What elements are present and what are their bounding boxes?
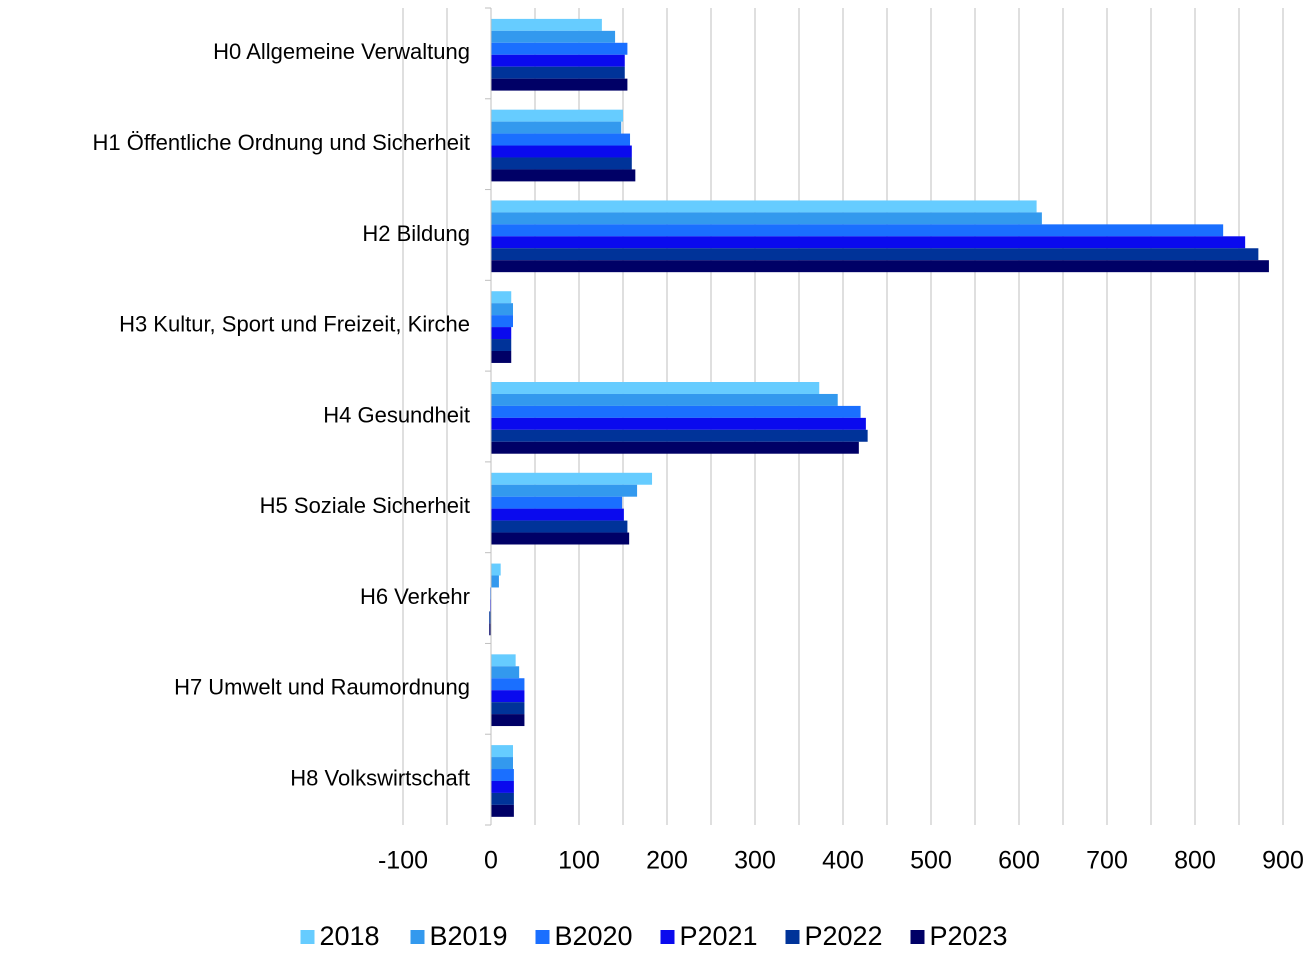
bar (491, 133, 631, 146)
legend-label: B2020 (555, 921, 633, 951)
legend-label: B2019 (430, 921, 508, 951)
bar (491, 200, 1037, 213)
bar (491, 745, 513, 758)
x-tick-label: 500 (910, 847, 952, 875)
legend-swatch (535, 930, 550, 944)
bar (491, 66, 625, 79)
category-label: H2 Bildung (362, 221, 470, 246)
x-tick-label: 200 (646, 847, 688, 875)
category-label: H4 Gesundheit (323, 402, 470, 427)
bar (491, 780, 514, 793)
legend-label: 2018 (320, 921, 380, 951)
bar (491, 508, 624, 521)
x-tick-label: 100 (558, 847, 600, 875)
bar (491, 169, 636, 182)
x-tick-label: 400 (822, 847, 864, 875)
bar (491, 757, 513, 770)
x-tick-label: 300 (734, 847, 776, 875)
bar (491, 666, 520, 679)
legend-swatch (785, 930, 800, 944)
bar (491, 145, 632, 158)
category-label: H5 Soziale Sicherheit (260, 493, 470, 518)
bar (491, 121, 622, 134)
x-tick-label: -100 (378, 847, 428, 875)
bar (491, 520, 628, 533)
bar (491, 429, 868, 442)
category-label: H6 Verkehr (360, 584, 470, 609)
bar (491, 417, 866, 430)
bar (491, 42, 628, 55)
bar (491, 315, 513, 328)
bar (491, 678, 525, 691)
bar (491, 260, 1269, 273)
legend-swatch (660, 930, 675, 944)
bar (491, 339, 512, 351)
category-label: H8 Volkswirtschaft (290, 765, 470, 790)
bar (491, 30, 616, 43)
bar (491, 224, 1224, 237)
bar (491, 18, 602, 31)
bar (491, 78, 628, 91)
x-tick-label: 600 (998, 847, 1040, 875)
bar (491, 393, 838, 406)
category-label: H7 Umwelt und Raumordnung (174, 675, 470, 700)
bar (491, 690, 525, 703)
bar (491, 702, 525, 715)
bar (491, 804, 514, 817)
bar (491, 484, 638, 497)
legend-swatch (300, 930, 315, 944)
x-tick-label: 900 (1262, 847, 1304, 875)
bar (491, 472, 653, 485)
bar (491, 654, 516, 667)
bar (491, 382, 820, 394)
legend-label: P2023 (930, 921, 1008, 951)
legend-label: P2022 (805, 921, 883, 951)
bar (491, 769, 514, 781)
x-tick-label: 800 (1174, 847, 1216, 875)
bar (491, 327, 512, 340)
legend-swatch (410, 930, 425, 944)
bar (491, 303, 513, 316)
bar (491, 714, 525, 727)
bar (491, 563, 501, 576)
x-tick-label: 0 (484, 847, 498, 875)
legend-swatch (910, 930, 925, 944)
bar (489, 611, 491, 624)
bar (491, 350, 512, 363)
x-tick-label: 700 (1086, 847, 1128, 875)
bar (491, 441, 859, 454)
legend-label: P2021 (680, 921, 758, 951)
bar (491, 405, 861, 418)
bar (491, 792, 514, 805)
bar (489, 623, 491, 636)
bar (491, 236, 1246, 249)
bar (491, 54, 625, 67)
category-label: H3 Kultur, Sport und Freizeit, Kirche (119, 312, 470, 337)
bar (491, 496, 623, 509)
bar (491, 248, 1259, 261)
bar (491, 212, 1042, 225)
bar (491, 532, 630, 545)
bar (491, 575, 499, 588)
bar (491, 109, 623, 122)
bar (491, 291, 512, 304)
category-label: H0 Allgemeine Verwaltung (213, 39, 470, 64)
category-label: H1 Öffentliche Ordnung und Sicherheit (93, 130, 471, 155)
bar (491, 157, 632, 170)
